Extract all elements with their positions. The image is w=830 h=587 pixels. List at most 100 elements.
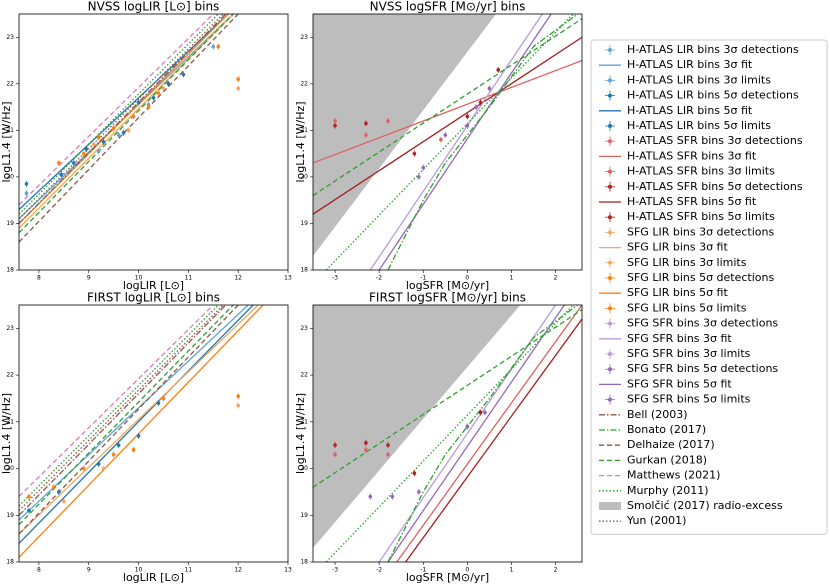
plot-area xyxy=(19,14,288,270)
data-point xyxy=(59,172,64,177)
plot-frame xyxy=(18,304,289,563)
legend-label: SFG LIR bins 3σ limits xyxy=(627,256,747,269)
data-point xyxy=(116,133,121,137)
legend-label: Yun (2001) xyxy=(626,514,686,527)
legend-label: H-ATLAS SFR bins 5σ detections xyxy=(627,180,803,193)
data-point xyxy=(211,44,216,49)
series-line xyxy=(387,305,565,562)
data-point xyxy=(131,114,136,119)
data-point xyxy=(333,443,337,447)
series-line xyxy=(19,14,227,224)
data-point xyxy=(465,114,470,119)
series-line xyxy=(313,59,582,164)
y-tick-label: 18 xyxy=(300,267,308,274)
series-line xyxy=(19,14,239,243)
x-tick-label: -1 xyxy=(420,567,426,574)
legend-label: Bell (2003) xyxy=(627,408,688,421)
x-tick-label: -1 xyxy=(420,275,426,282)
data-point xyxy=(364,121,368,126)
legend-label: SFG SFR bins 5σ fit xyxy=(627,377,732,390)
legend-label: H-ATLAS SFR bins 5σ fit xyxy=(627,195,757,208)
data-point xyxy=(417,490,421,494)
excess-region xyxy=(313,305,521,548)
y-tick-label: 23 xyxy=(300,325,308,332)
series-line xyxy=(19,305,259,535)
y-tick-label: 22 xyxy=(300,80,308,87)
legend-marker xyxy=(608,184,612,189)
data-point xyxy=(156,401,161,405)
legend-label: SFG LIR bins 5σ detections xyxy=(627,271,774,284)
x-tick-label: -2 xyxy=(376,567,382,574)
data-point xyxy=(474,105,478,109)
legend-marker xyxy=(608,306,612,311)
data-point xyxy=(91,142,96,147)
data-point xyxy=(386,452,390,457)
data-point xyxy=(386,443,390,447)
x-tick-label: 2 xyxy=(554,567,558,574)
data-point xyxy=(483,410,487,415)
series-line xyxy=(313,36,582,215)
data-point xyxy=(101,140,106,144)
legend-marker xyxy=(608,352,612,356)
data-point xyxy=(333,123,337,128)
data-point xyxy=(52,485,56,490)
legend-marker xyxy=(608,260,612,265)
data-point xyxy=(478,100,483,105)
data-point xyxy=(496,68,501,72)
x-tick-label: 1 xyxy=(510,567,514,574)
series-line xyxy=(19,14,229,210)
data-point xyxy=(364,448,368,452)
plot-content xyxy=(19,305,264,558)
series-line xyxy=(378,14,552,270)
panel-title: FIRST logLIR [L⊙] bins xyxy=(87,291,220,305)
y-tick-label: 20 xyxy=(6,173,14,180)
data-point xyxy=(146,105,151,109)
legend-marker xyxy=(608,367,612,372)
y-tick-label: 23 xyxy=(6,34,14,41)
legend-label: H-ATLAS SFR bins 3σ limits xyxy=(627,165,775,178)
y-tick-label: 22 xyxy=(6,372,14,379)
legend-label: SFG SFR bins 3σ detections xyxy=(627,317,778,330)
legend-frame xyxy=(590,39,828,535)
y-tick-label: 21 xyxy=(6,418,14,425)
data-point xyxy=(465,424,470,429)
data-point xyxy=(136,100,141,105)
data-point xyxy=(487,86,492,91)
data-point xyxy=(111,452,116,457)
data-point xyxy=(364,441,368,445)
legend-marker xyxy=(608,93,612,98)
y-tick-label: 18 xyxy=(6,267,14,274)
y-tick-label: 18 xyxy=(300,559,308,566)
y-axis-label: logL1.4 [W/Hz] xyxy=(294,101,307,182)
data-point xyxy=(27,494,31,499)
data-point xyxy=(24,182,29,186)
legend-patch xyxy=(599,502,621,510)
x-axis-label: logSFR [M⊙/yr] xyxy=(406,279,489,292)
legend-label: Matthews (2021) xyxy=(627,469,720,482)
y-tick-label: 19 xyxy=(6,512,14,519)
data-point xyxy=(465,123,470,128)
legend-label: H-ATLAS SFR bins 3σ fit xyxy=(627,149,757,162)
data-point xyxy=(131,448,136,452)
series-line xyxy=(19,14,234,229)
y-tick-label: 19 xyxy=(6,220,14,227)
x-tick-label: 12 xyxy=(234,567,242,574)
series-line xyxy=(387,14,578,270)
series-line xyxy=(369,14,543,270)
series-line xyxy=(19,14,214,206)
data-point xyxy=(421,165,426,170)
data-point xyxy=(386,119,390,123)
data-point xyxy=(236,394,240,398)
data-point xyxy=(478,410,483,415)
legend-label: Delhaize (2017) xyxy=(627,438,715,451)
panel-title: NVSS logSFR [M⊙/yr] bins xyxy=(370,0,526,14)
data-point xyxy=(57,490,61,494)
data-point xyxy=(96,149,101,154)
x-tick-label: 11 xyxy=(185,567,193,574)
x-tick-label: 2 xyxy=(554,275,558,282)
legend-marker xyxy=(608,169,612,174)
legend-marker xyxy=(608,139,612,144)
x-tick-label: 1 xyxy=(510,275,514,282)
y-tick-label: 22 xyxy=(6,80,14,87)
